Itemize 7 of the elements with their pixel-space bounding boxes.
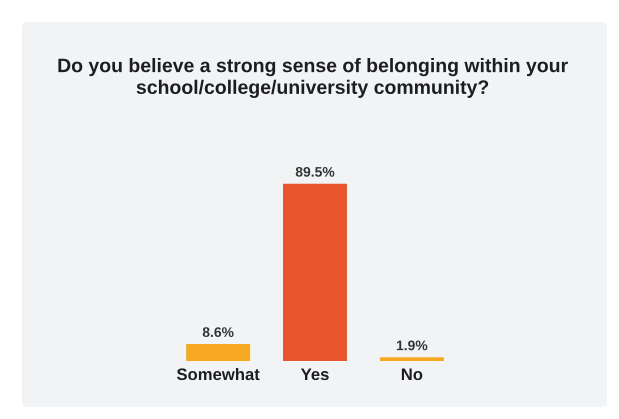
- chart-title: Do you believe a strong sense of belonging within your school/college/university community?: [58, 58, 568, 98]
- x-tick-label: No: [402, 368, 422, 380]
- x-tick-label: Somewhat: [176, 368, 260, 380]
- data-label: 1.9%: [396, 340, 428, 350]
- data-label: 8.6%: [202, 327, 234, 338]
- data-label: 89.5%: [296, 166, 334, 177]
- x-tick-label: Yes: [300, 368, 329, 380]
